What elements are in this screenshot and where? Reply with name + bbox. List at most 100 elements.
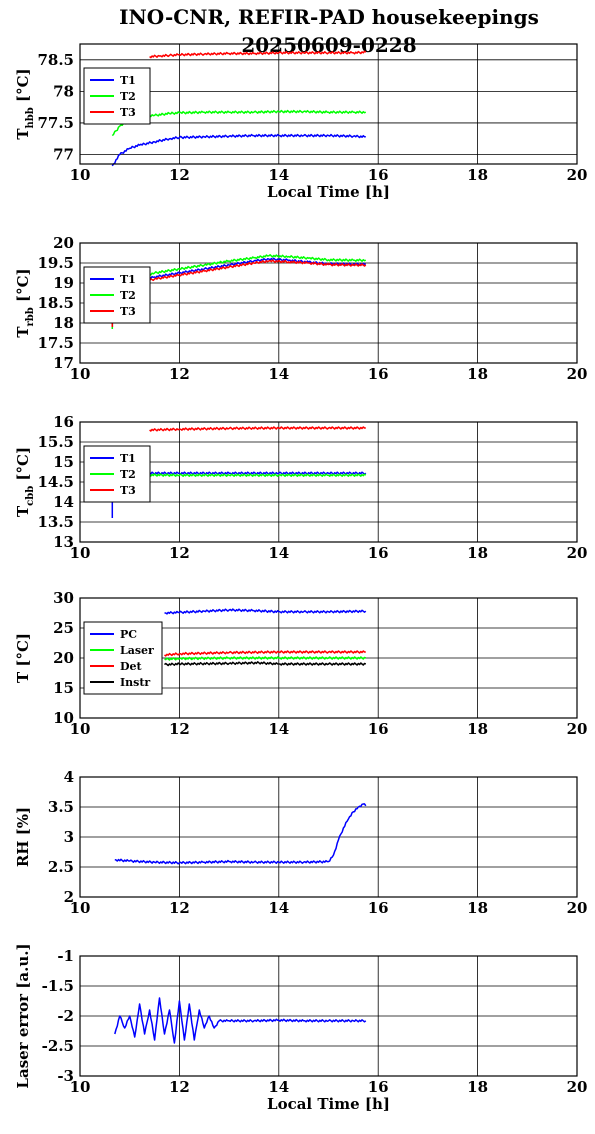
legend: T1 T2 T3 xyxy=(83,67,151,125)
legend: T1 T2 T3 xyxy=(83,445,151,503)
x-tick-label: 10 xyxy=(70,544,91,562)
legend: T1 T2 T3 xyxy=(83,266,151,324)
legend-label: Instr xyxy=(120,676,150,689)
y-tick-label: 17 xyxy=(53,354,74,372)
x-tick-label: 14 xyxy=(268,899,289,917)
chart-panel-5: 10 12 14 16 18 20 2 2.5 3 3.5 4 RH [%] xyxy=(14,768,587,917)
y-tick-label: 20 xyxy=(53,234,74,252)
x-tick-label: 14 xyxy=(268,365,289,383)
chart-panel-3: 10 12 14 16 18 20 13 13.5 14 14.5 15 15.5 16 Tcbb [°C… xyxy=(14,413,587,562)
series-line-t1 xyxy=(111,257,366,327)
x-tick-label: 16 xyxy=(368,166,389,184)
y-tick-label: 19.5 xyxy=(37,254,74,272)
x-tick-label: 10 xyxy=(70,365,91,383)
y-tick-label: -1 xyxy=(57,947,74,965)
x-tick-label: 12 xyxy=(169,544,190,562)
legend-label: T2 xyxy=(120,289,136,302)
y-tick-label: 17.5 xyxy=(37,334,74,352)
y-axis-label: Thbb [°C] xyxy=(14,68,36,139)
y-tick-label: 18.5 xyxy=(37,294,74,312)
x-tick-label: 14 xyxy=(268,166,289,184)
legend-label: T2 xyxy=(120,90,136,103)
legend-label: T3 xyxy=(120,484,136,497)
x-tick-label: 10 xyxy=(70,1078,91,1096)
series-line-laser xyxy=(164,656,367,661)
y-tick-label: 14.5 xyxy=(37,473,74,491)
chart-panel-1: 10 12 14 16 18 20 77 77.5 78 78.5 Local Time [h] Th… xyxy=(14,43,587,201)
x-tick-label: 20 xyxy=(567,1078,588,1096)
series-line-det xyxy=(164,650,366,657)
y-tick-label: 77 xyxy=(53,146,74,164)
legend-label: T1 xyxy=(120,452,136,465)
x-tick-label: 14 xyxy=(268,544,289,562)
series-line-t3 xyxy=(149,50,367,59)
x-tick-label: 16 xyxy=(368,365,389,383)
y-tick-label: -2.5 xyxy=(42,1037,74,1055)
x-tick-label: 18 xyxy=(467,720,488,738)
y-tick-label: 16 xyxy=(53,413,74,431)
x-tick-label: 10 xyxy=(70,720,91,738)
x-tick-label: 18 xyxy=(467,899,488,917)
series-line-t1 xyxy=(111,471,367,518)
x-tick-label: 12 xyxy=(169,899,190,917)
y-tick-label: 25 xyxy=(53,619,74,637)
x-axis-label: Local Time [h] xyxy=(267,1095,390,1113)
y-axis-label: T [°C] xyxy=(14,633,32,683)
y-axis-label: Laser error [a.u.] xyxy=(14,943,32,1088)
plot-frame xyxy=(79,242,578,364)
x-tick-label: 12 xyxy=(169,720,190,738)
x-tick-label: 12 xyxy=(169,1078,190,1096)
series-line-t2 xyxy=(111,254,367,329)
figure-title-line1: INO-CNR, REFIR-PAD housekeepings xyxy=(119,5,539,29)
x-tick-label: 16 xyxy=(368,899,389,917)
legend-label: T2 xyxy=(120,468,136,481)
y-tick-label: 2 xyxy=(64,888,74,906)
legend-label: Det xyxy=(120,660,143,673)
y-tick-label: 4 xyxy=(64,768,74,786)
y-tick-label: 15 xyxy=(53,679,74,697)
y-tick-label: 20 xyxy=(53,649,74,667)
x-axis-label: Local Time [h] xyxy=(267,183,390,201)
panels: 10 12 14 16 18 20 77 77.5 78 78.5 Local Time [h] Th… xyxy=(14,43,588,1113)
y-tick-label: 2.5 xyxy=(48,858,74,876)
x-tick-label: 18 xyxy=(467,1078,488,1096)
y-tick-label: 10 xyxy=(53,709,74,727)
y-tick-label: 13 xyxy=(53,533,74,551)
y-axis-label: Tcbb [°C] xyxy=(14,447,36,517)
legend-label: PC xyxy=(120,628,137,641)
legend: PC Laser Det Instr xyxy=(83,621,163,695)
legend-label: T1 xyxy=(120,273,136,286)
y-tick-label: -2 xyxy=(57,1007,74,1025)
x-tick-label: 14 xyxy=(268,1078,289,1096)
y-tick-label: 78.5 xyxy=(37,51,74,69)
x-tick-label: 16 xyxy=(368,720,389,738)
y-tick-label: -3 xyxy=(57,1067,74,1085)
y-tick-label: 19 xyxy=(53,274,74,292)
plot-frame xyxy=(79,43,578,165)
legend-label: T1 xyxy=(120,74,136,87)
x-tick-label: 18 xyxy=(467,544,488,562)
series-line-t2 xyxy=(114,473,367,490)
y-tick-label: 15 xyxy=(53,453,74,471)
y-tick-label: -1.5 xyxy=(42,977,74,995)
x-tick-label: 16 xyxy=(368,544,389,562)
series-line-t1 xyxy=(111,133,366,167)
series-line-t3 xyxy=(111,259,367,327)
y-tick-label: 77.5 xyxy=(37,114,74,132)
x-tick-label: 10 xyxy=(70,899,91,917)
plot-frame xyxy=(79,421,578,543)
y-tick-label: 3 xyxy=(64,828,74,846)
series-line-data xyxy=(114,997,367,1044)
y-tick-label: 3.5 xyxy=(48,798,74,816)
x-tick-label: 20 xyxy=(567,544,588,562)
series-line-instr xyxy=(163,661,367,667)
y-tick-label: 18 xyxy=(53,314,74,332)
x-tick-label: 16 xyxy=(368,1078,389,1096)
series-line-pc xyxy=(164,608,367,615)
y-axis-label: Trbb [°C] xyxy=(14,268,36,337)
y-axis-label: RH [%] xyxy=(14,807,32,867)
x-tick-label: 20 xyxy=(567,720,588,738)
legend-label: Laser xyxy=(120,644,154,657)
legend-label: T3 xyxy=(120,305,136,318)
